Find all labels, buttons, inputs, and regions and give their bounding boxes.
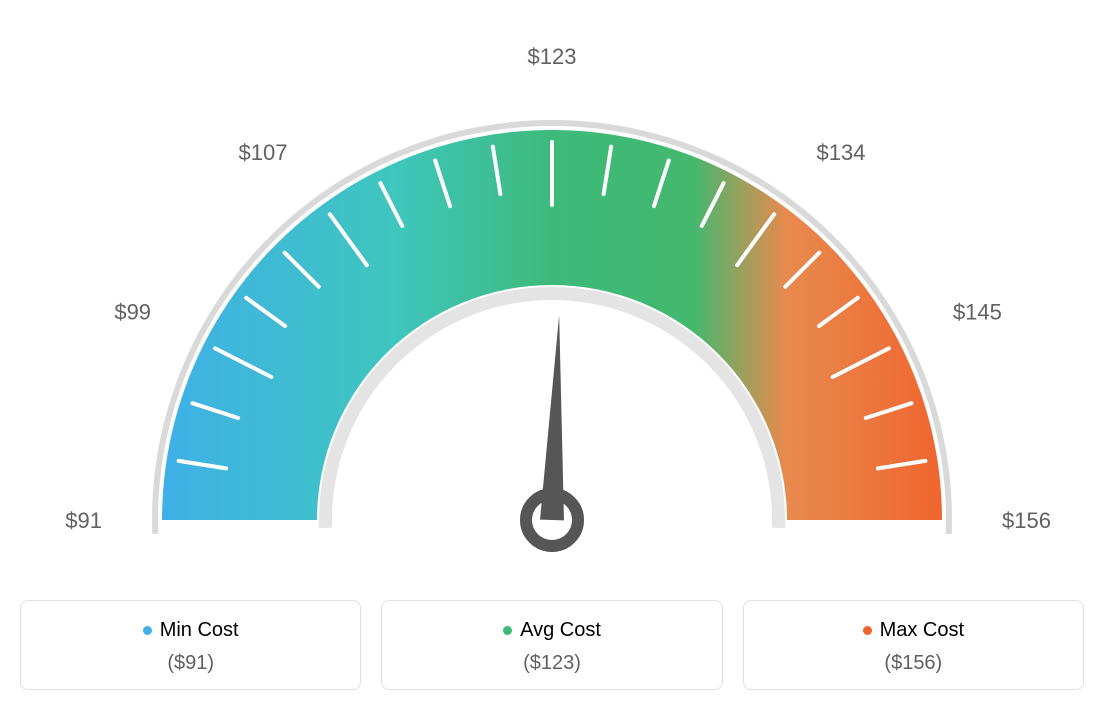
legend-min-value: ($91) (31, 652, 350, 675)
gauge-scale-label: $91 (65, 508, 102, 533)
legend-avg-box: Avg Cost ($123) (381, 600, 722, 690)
legend-min-dot (143, 626, 152, 635)
legend-avg-value: ($123) (392, 652, 711, 675)
gauge-scale-label: $99 (114, 300, 151, 325)
gauge-scale-label: $156 (1002, 508, 1051, 533)
legend-row: Min Cost ($91) Avg Cost ($123) Max Cost … (20, 600, 1084, 690)
cost-gauge: $91 $99 $107 $123 $134 $145 $156 (20, 20, 1084, 580)
gauge-scale-label: $107 (239, 140, 288, 165)
legend-avg-label: Avg Cost (520, 619, 601, 642)
legend-max-value: ($156) (754, 652, 1073, 675)
legend-min-box: Min Cost ($91) (20, 600, 361, 690)
gauge-scale-label: $134 (817, 140, 866, 165)
gauge-scale-label: $145 (953, 300, 1002, 325)
legend-max-dot (863, 626, 872, 635)
legend-min-label: Min Cost (160, 619, 239, 642)
legend-max-box: Max Cost ($156) (743, 600, 1084, 690)
legend-max-label: Max Cost (880, 619, 964, 642)
legend-avg-dot (503, 626, 512, 635)
gauge-scale-label: $123 (528, 44, 577, 69)
